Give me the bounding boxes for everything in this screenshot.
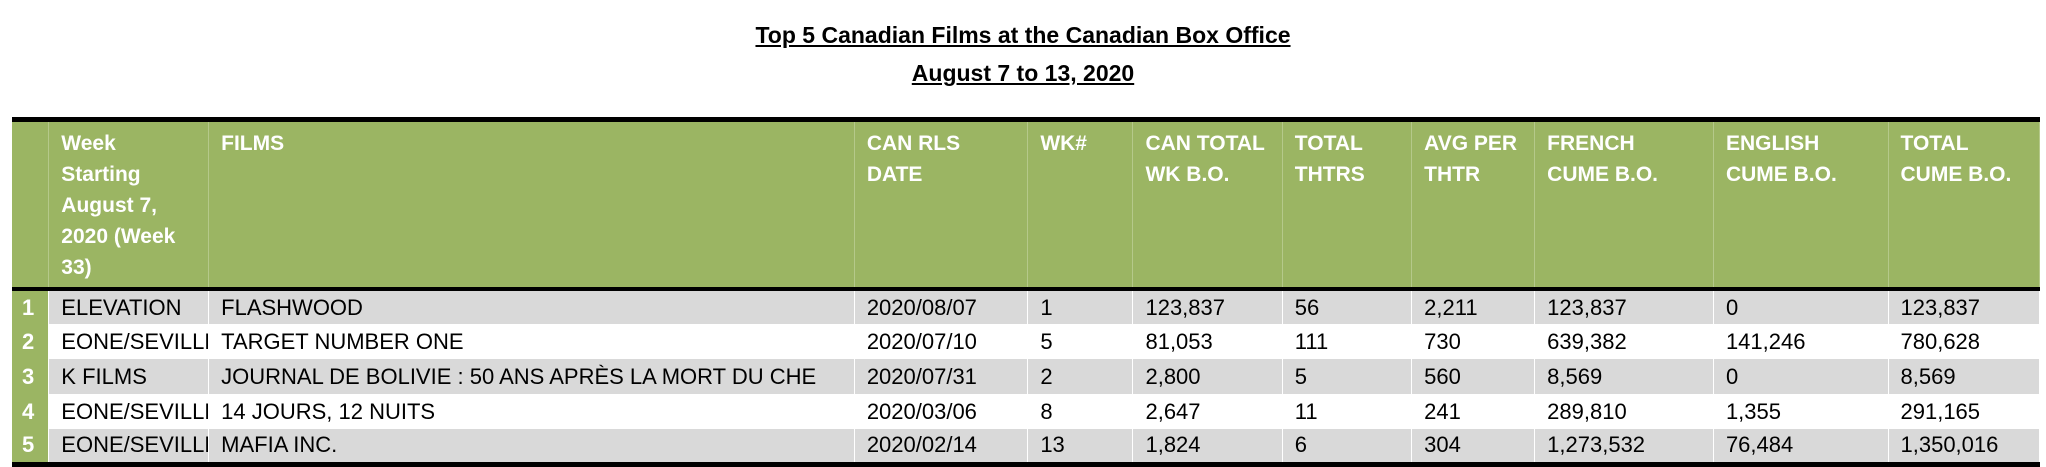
- french-cume-cell: 8,569: [1534, 359, 1714, 394]
- french-cume-cell: 639,382: [1534, 324, 1714, 359]
- header-distributor: Week Starting August 7, 2020 (Week 33): [48, 119, 210, 289]
- english-cume-cell: 0: [1713, 359, 1889, 394]
- header-week-box-office: CAN TOTAL WK B.O.: [1132, 119, 1283, 289]
- header-avg-per-theatre: AVG PER THTR: [1411, 119, 1536, 289]
- rank-cell: 2: [12, 324, 50, 359]
- table-row: 4 EONE/SEVILLE 14 JOURS, 12 NUITS 2020/0…: [12, 394, 2040, 429]
- release-date-cell: 2020/03/06: [854, 394, 1029, 429]
- release-date-cell: 2020/07/31: [854, 359, 1029, 394]
- header-total-theatres: TOTAL THTRS: [1282, 119, 1413, 289]
- release-date-cell: 2020/08/07: [854, 289, 1029, 324]
- total-cume-cell: 123,837: [1888, 289, 2040, 324]
- film-cell: JOURNAL DE BOLIVIE : 50 ANS APRÈS LA MOR…: [208, 359, 855, 394]
- film-cell: 14 JOURS, 12 NUITS: [208, 394, 855, 429]
- table-row: 5 EONE/SEVILLE MAFIA INC. 2020/02/14 13 …: [12, 429, 2040, 464]
- week-number-cell: 2: [1027, 359, 1134, 394]
- header-total-cume: TOTAL CUME B.O.: [1888, 119, 2040, 289]
- total-cume-cell: 291,165: [1888, 394, 2040, 429]
- page-title: Top 5 Canadian Films at the Canadian Box…: [755, 22, 1291, 48]
- theatres-cell: 5: [1282, 359, 1413, 394]
- header-films: FILMS: [208, 119, 855, 289]
- avg-per-theatre-cell: 241: [1411, 394, 1536, 429]
- english-cume-cell: 76,484: [1713, 429, 1889, 464]
- theatres-cell: 6: [1282, 429, 1413, 464]
- table-row: 2 EONE/SEVILLE TARGET NUMBER ONE 2020/07…: [12, 324, 2040, 359]
- theatres-cell: 56: [1282, 289, 1413, 324]
- header-french-cume: FRENCH CUME B.O.: [1534, 119, 1714, 289]
- avg-per-theatre-cell: 304: [1411, 429, 1536, 464]
- week-box-office-cell: 81,053: [1132, 324, 1283, 359]
- week-number-cell: 13: [1027, 429, 1134, 464]
- header-week-number: WK#: [1027, 119, 1134, 289]
- distributor-cell: K FILMS: [48, 359, 210, 394]
- header-rank: [12, 119, 50, 289]
- distributor-cell: EONE/SEVILLE: [48, 429, 210, 464]
- rank-cell: 5: [12, 429, 50, 464]
- week-number-cell: 1: [1027, 289, 1134, 324]
- total-cume-cell: 8,569: [1888, 359, 2040, 394]
- total-cume-cell: 1,350,016: [1888, 429, 2040, 464]
- week-box-office-cell: 2,800: [1132, 359, 1283, 394]
- release-date-cell: 2020/02/14: [854, 429, 1029, 464]
- header-english-cume: ENGLISH CUME B.O.: [1713, 119, 1889, 289]
- week-box-office-cell: 2,647: [1132, 394, 1283, 429]
- distributor-cell: ELEVATION: [48, 289, 210, 324]
- week-number-cell: 8: [1027, 394, 1134, 429]
- week-box-office-cell: 1,824: [1132, 429, 1283, 464]
- avg-per-theatre-cell: 2,211: [1411, 289, 1536, 324]
- week-number-cell: 5: [1027, 324, 1134, 359]
- rank-cell: 1: [12, 289, 50, 324]
- release-date-cell: 2020/07/10: [854, 324, 1029, 359]
- table-row: 3 K FILMS JOURNAL DE BOLIVIE : 50 ANS AP…: [12, 359, 2040, 394]
- avg-per-theatre-cell: 560: [1411, 359, 1536, 394]
- header-release-date: CAN RLS DATE: [854, 119, 1029, 289]
- rank-cell: 4: [12, 394, 50, 429]
- film-cell: MAFIA INC.: [208, 429, 855, 464]
- rank-cell: 3: [12, 359, 50, 394]
- avg-per-theatre-cell: 730: [1411, 324, 1536, 359]
- english-cume-cell: 0: [1713, 289, 1889, 324]
- page-subtitle: August 7 to 13, 2020: [911, 60, 1135, 86]
- french-cume-cell: 1,273,532: [1534, 429, 1714, 464]
- theatres-cell: 111: [1282, 324, 1413, 359]
- distributor-cell: EONE/SEVILLE: [48, 324, 210, 359]
- french-cume-cell: 123,837: [1534, 289, 1714, 324]
- film-cell: TARGET NUMBER ONE: [208, 324, 855, 359]
- header-row: Week Starting August 7, 2020 (Week 33) F…: [12, 119, 2040, 289]
- total-cume-cell: 780,628: [1888, 324, 2040, 359]
- table-row: 1 ELEVATION FLASHWOOD 2020/08/07 1 123,8…: [12, 289, 2040, 324]
- theatres-cell: 11: [1282, 394, 1413, 429]
- french-cume-cell: 289,810: [1534, 394, 1714, 429]
- english-cume-cell: 141,246: [1713, 324, 1889, 359]
- box-office-table: Week Starting August 7, 2020 (Week 33) F…: [12, 117, 2040, 467]
- week-box-office-cell: 123,837: [1132, 289, 1283, 324]
- english-cume-cell: 1,355: [1713, 394, 1889, 429]
- distributor-cell: EONE/SEVILLE: [48, 394, 210, 429]
- film-cell: FLASHWOOD: [208, 289, 855, 324]
